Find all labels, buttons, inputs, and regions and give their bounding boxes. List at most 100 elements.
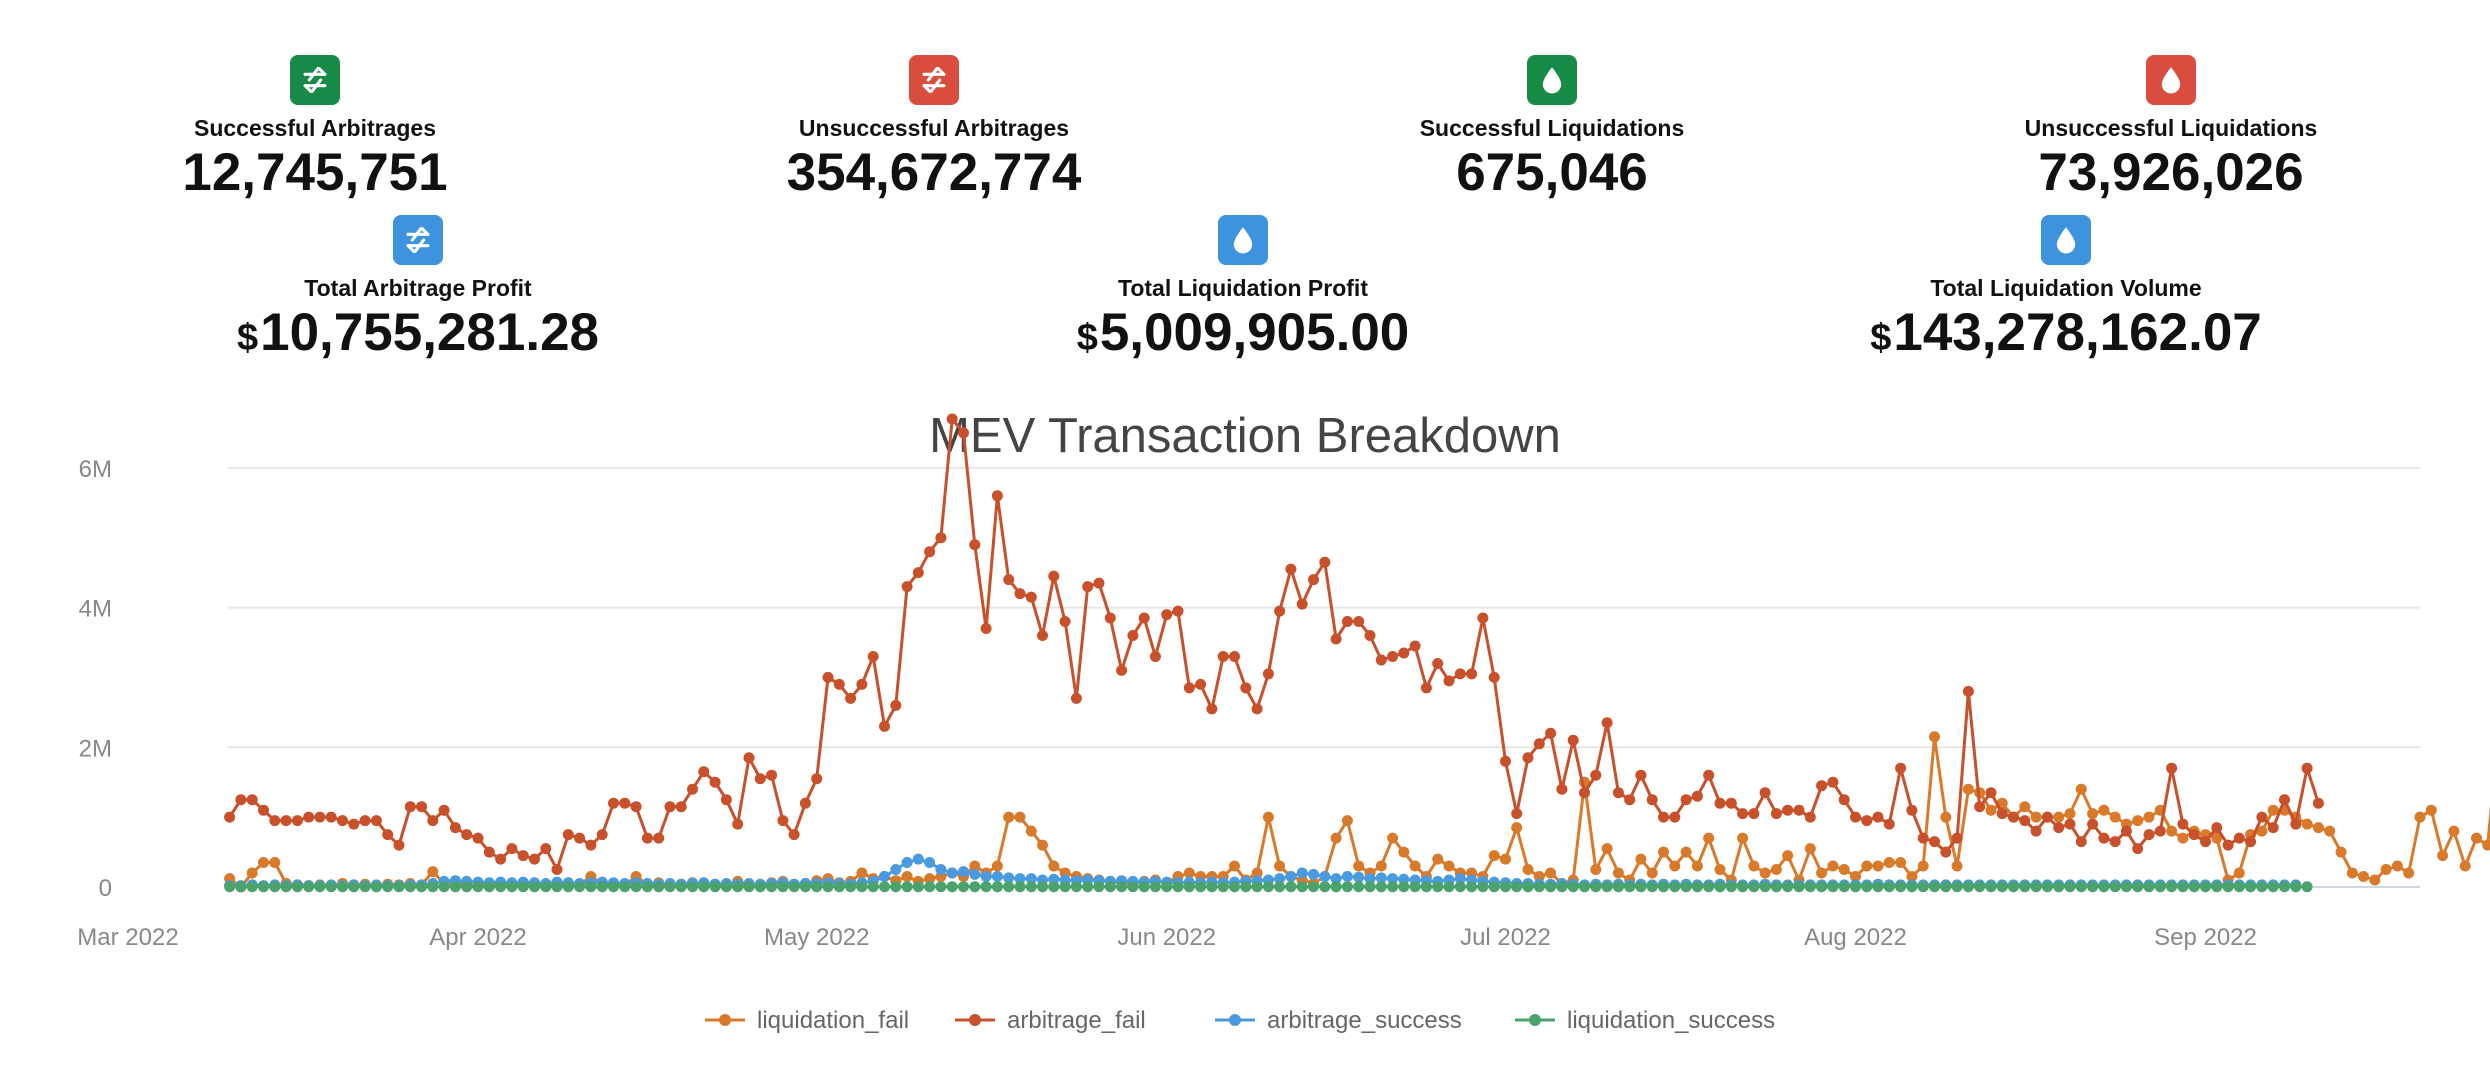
data-point [2358,871,2369,882]
data-point [1161,881,1173,893]
data-point [1488,850,1500,862]
data-point [1014,873,1026,885]
data-point [1251,881,1263,893]
data-point [2233,832,2245,844]
stat-label: Successful Arbitrages [193,115,437,141]
data-point [2064,881,2076,893]
data-point [743,881,755,893]
data-point [1375,860,1387,872]
data-point [687,881,698,893]
data-point [2143,811,2155,823]
data-point [1770,808,1782,820]
data-point [946,413,958,425]
data-point [1454,668,1466,680]
data-point [1680,881,1692,893]
data-point [269,815,281,827]
data-point [1940,881,1952,893]
data-point [348,881,360,893]
data-point [427,815,439,827]
data-point [529,881,540,893]
data-point [1804,843,1816,855]
data-point [551,864,563,875]
data-point [1014,881,1026,893]
data-point [1014,588,1026,600]
data-point [314,881,326,893]
data-point [2177,832,2189,844]
data-point [449,822,461,834]
data-point [246,881,258,893]
data-point [2098,804,2110,816]
data-point [1149,651,1161,662]
data-point [2211,881,2223,893]
data-point [1375,654,1387,666]
legend-item: liquidation_fail [705,1007,909,1034]
x-tick-label: Jun 2022 [1117,924,1216,951]
data-point [1669,860,1681,872]
data-point [1680,846,1692,858]
data-point [1691,790,1703,802]
data-point [540,843,552,855]
data-point [1940,846,1952,858]
data-point [404,801,416,813]
data-point [337,881,348,893]
data-point [1533,738,1545,750]
data-point [1962,685,1974,697]
data-point [1680,794,1692,806]
data-point [1635,853,1647,865]
data-point [1850,881,1861,893]
data-point [529,853,540,865]
data-point [1816,867,1828,879]
data-point [867,651,879,662]
data-point [1895,881,1907,893]
data-point [1793,881,1805,893]
data-point [1703,769,1715,781]
data-point [1838,864,1850,875]
data-point [1714,864,1726,875]
data-point [1838,794,1850,806]
data-point [1375,872,1387,884]
data-point [1748,881,1760,893]
data-point [1612,867,1624,879]
data-point [1025,825,1037,837]
data-point [1217,651,1229,662]
stat-label: Total Liquidation Volume [1930,275,2202,301]
data-point [551,881,563,893]
data-point [2211,832,2223,844]
data-point [1274,881,1286,893]
data-point [258,857,269,868]
data-point [359,881,371,893]
data-point [969,860,981,872]
data-point [1454,873,1466,885]
data-point [2098,881,2110,893]
data-point [1387,832,1399,844]
data-point [1691,881,1703,893]
series-liquidation-success [224,881,2313,893]
data-point [1409,881,1421,893]
data-point [1240,881,1252,893]
data-point [596,829,608,841]
data-point [1827,860,1839,872]
data-point [1025,873,1037,885]
data-point [1364,873,1376,885]
data-point [958,881,969,893]
data-point [1488,671,1500,683]
legend-swatch-marker [1229,1014,1241,1026]
x-tick-label: Jul 2022 [1460,924,1551,951]
legend-label: liquidation_success [1567,1007,1775,1034]
data-point [1296,867,1308,879]
data-point [1714,797,1726,809]
stat-value: 12,745,751 [182,143,448,202]
data-point [788,881,800,893]
data-point [799,881,811,893]
data-point [2064,808,2076,820]
data-point [2053,822,2065,834]
data-point [461,829,473,841]
data-point [2369,874,2381,886]
data-point [1375,881,1387,893]
stat-label: Unsuccessful Liquidations [2024,115,2318,141]
data-point [1296,598,1308,610]
data-point [1319,556,1331,568]
data-point [946,867,958,879]
data-point [1590,881,1602,893]
data-point [224,881,236,893]
